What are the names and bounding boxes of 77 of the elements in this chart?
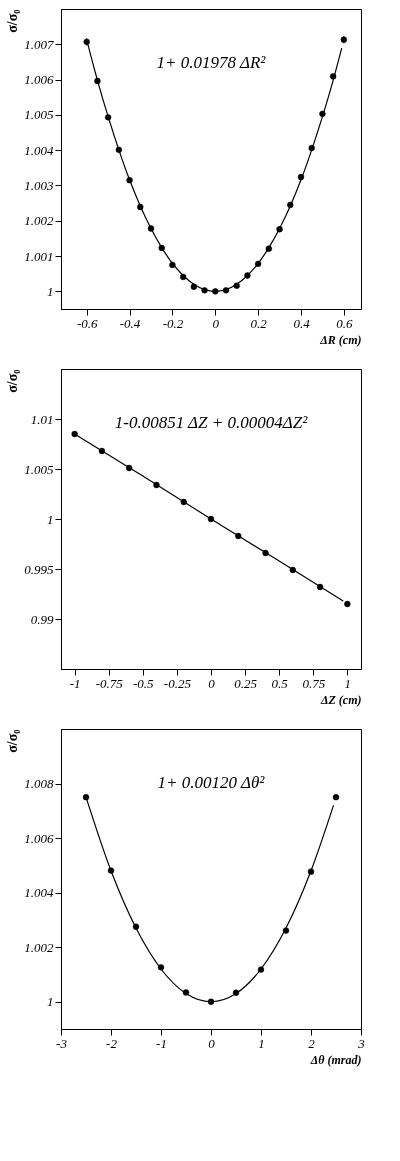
y-tick-label: 1.005: [24, 107, 54, 123]
y-tick-label: 1.003: [24, 177, 54, 193]
point: [233, 282, 240, 289]
point: [126, 464, 133, 472]
x-axis-title: ΔZ (cm): [319, 692, 362, 707]
x-tick-label: -0.75: [95, 675, 124, 691]
y-tick-label: 1: [47, 511, 54, 527]
y-tick-label: 1.002: [24, 939, 54, 955]
point: [153, 481, 160, 489]
point: [212, 288, 219, 295]
point: [190, 283, 198, 290]
point: [207, 515, 215, 523]
x-tick-label: -3: [56, 1035, 68, 1051]
x-tick-label: 0: [208, 675, 216, 691]
x-tick-label: -2: [106, 1035, 118, 1051]
x-tick-label: 0.25: [234, 675, 258, 691]
annotation: 1+ 0.00120 Δθ²: [157, 773, 266, 792]
x-tick-label: 0: [212, 315, 220, 331]
x-tick-label: -1: [156, 1035, 167, 1051]
y-tick-label: 1.005: [24, 461, 54, 477]
point: [289, 566, 296, 574]
x-tick-label: 0: [208, 1035, 216, 1051]
point: [307, 868, 315, 875]
point: [207, 998, 215, 1005]
y-tick-label: 1.008: [24, 776, 54, 792]
point: [222, 287, 230, 294]
point: [180, 498, 187, 506]
y-tick-label: 1: [47, 283, 54, 299]
x-tick-label: 0.5: [271, 675, 289, 691]
x-tick-label: 3: [357, 1035, 366, 1051]
point: [344, 600, 351, 608]
y-tick-label: 0.99: [30, 611, 54, 627]
x-tick-label: 1: [344, 675, 352, 691]
point: [316, 583, 324, 591]
y-axis-title: σ/σ₀: [5, 729, 21, 753]
x-tick-label: 1: [258, 1035, 265, 1051]
y-tick-label: 1.004: [24, 885, 54, 901]
point: [232, 989, 240, 996]
point: [282, 927, 290, 934]
x-tick-label: -0.5: [133, 675, 155, 691]
x-tick-label: 0.4: [293, 315, 311, 331]
x-tick-label: -0.4: [119, 315, 141, 331]
y-tick-label: 1.007: [24, 36, 54, 52]
y-tick-label: 0.995: [24, 561, 54, 577]
annotation: 1-0.00851 ΔZ + 0.00004ΔZ²: [114, 413, 309, 432]
x-tick-label: -0.6: [76, 315, 98, 331]
y-tick-label: 1.001: [24, 248, 54, 264]
annotation: 1+ 0.01978 ΔR²: [156, 53, 267, 72]
point: [132, 923, 140, 930]
x-tick-label: -1: [69, 675, 81, 691]
x-tick-label: -0.2: [162, 315, 184, 331]
x-axis-title: Δθ (mrad): [309, 1052, 362, 1067]
point: [262, 549, 269, 557]
y-tick-label: 1.006: [24, 72, 54, 88]
y-tick-label: 1.004: [24, 142, 54, 158]
point: [98, 447, 106, 455]
point: [82, 794, 90, 801]
y-axis-title: σ/σ₀: [5, 369, 21, 393]
y-tick-label: 1.006: [24, 830, 54, 846]
x-tick-label: 0.75: [302, 675, 326, 691]
y-axis-title: σ/σ₀: [5, 9, 21, 33]
point: [107, 867, 115, 874]
point: [71, 430, 78, 438]
point: [235, 532, 242, 540]
point: [157, 964, 165, 971]
y-tick-label: 1.01: [30, 411, 54, 427]
x-tick-label: 0.2: [250, 315, 268, 331]
point: [332, 794, 340, 801]
x-tick-label: 0.6: [336, 315, 353, 331]
y-tick-label: 1: [47, 994, 54, 1010]
point: [257, 966, 265, 973]
point: [201, 287, 208, 294]
x-tick-label: -0.25: [163, 675, 192, 691]
y-tick-label: 1.002: [24, 213, 54, 229]
point: [182, 989, 190, 996]
x-tick-label: 2: [308, 1035, 316, 1051]
x-axis-title: ΔR (cm): [319, 332, 362, 347]
